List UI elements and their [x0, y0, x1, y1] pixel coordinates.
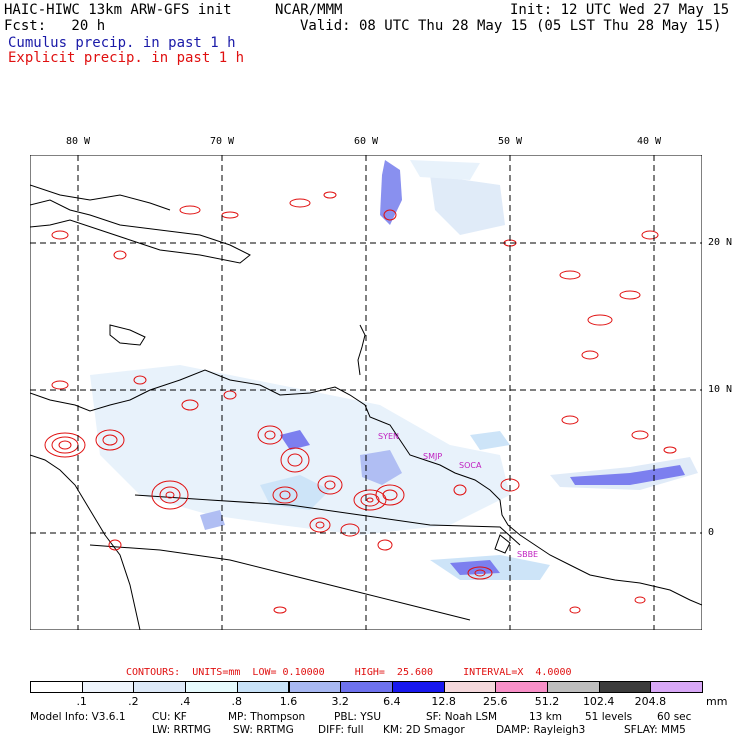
pacific-coast [30, 454, 141, 630]
colorbar-swatch [650, 681, 704, 693]
footer-km: KM: 2D Smagor [383, 724, 465, 736]
colorbar-swatch [340, 681, 393, 693]
colorbar-label: 51.2 [534, 695, 560, 708]
footer-resolution: 13 km [529, 711, 563, 723]
lat-lon-grid [30, 155, 702, 630]
coastlines [30, 184, 702, 630]
model-title: HAIC-HIWC 13km ARW-GFS init [4, 2, 232, 18]
footer-pbl: PBL: YSU [334, 711, 382, 723]
country-borders-2 [89, 544, 471, 621]
valid-time: Valid: 08 UTC Thu 28 May 15 (05 LST Thu … [300, 18, 722, 34]
footer-cu: CU: KF [152, 711, 187, 723]
colorbar-swatch [391, 681, 445, 693]
colorbar-label: 25.6 [483, 695, 508, 708]
colorbar-label: .2 [128, 695, 139, 708]
colorbar-swatch [133, 681, 187, 693]
station-soca: SOCA [459, 461, 482, 470]
footer-diff: DIFF: full [318, 724, 364, 736]
footer-sf: SF: Noah LSM [426, 711, 498, 723]
colorbar-swatch [185, 681, 238, 693]
colorbar-label: 12.8 [431, 695, 456, 708]
forecast-map [30, 155, 702, 630]
footer-model-info: Model Info: V3.6.1 [30, 711, 126, 723]
station-syen: SYEN [378, 432, 400, 441]
colorbar-swatch [288, 681, 342, 693]
colorbar-label: 102.4 [582, 695, 615, 708]
colorbar-swatch [547, 681, 600, 693]
colorbar-swatch [81, 681, 135, 693]
colorbar-label: 3.2 [331, 695, 349, 708]
colorbar-swatch [443, 681, 497, 693]
lat-label-eq: 0 [708, 527, 715, 538]
footer-levels: 51 levels [585, 711, 633, 723]
contours-info: CONTOURS: UNITS=mm LOW= 0.10000 HIGH= 25… [126, 667, 572, 678]
lon-label-80w: 80 W [66, 136, 91, 147]
colorbar-swatch [30, 681, 83, 693]
footer-timestep: 60 sec [657, 711, 692, 723]
cumulus-precip-areas [90, 160, 698, 580]
colorbar-label: .1 [76, 695, 87, 708]
station-smjp: SMJP [423, 452, 443, 461]
lon-label-40w: 40 W [637, 136, 662, 147]
cuba-hispaniola-coast [30, 199, 251, 264]
footer-sw: SW: RRTMG [233, 724, 294, 736]
cumulus-legend: Cumulus precip. in past 1 h [8, 35, 236, 51]
colorbar-label: .8 [231, 695, 243, 708]
colorbar-label: 1.6 [279, 695, 298, 708]
colorbar-swatch [495, 681, 548, 693]
lon-label-70w: 70 W [210, 136, 235, 147]
south-america-north-coast [30, 369, 702, 606]
explicit-legend: Explicit precip. in past 1 h [8, 50, 245, 66]
lat-label-10n: 10 N [708, 384, 733, 395]
footer-mp: MP: Thompson [228, 711, 306, 723]
marajo-island [494, 534, 511, 554]
org-label: NCAR/MMM [275, 2, 343, 18]
station-sbbe: SBBE [517, 550, 539, 559]
lesser-antilles [357, 324, 366, 376]
colorbar-label: 6.4 [383, 695, 401, 708]
forecast-hour: Fcst: 20 h [4, 18, 106, 34]
lon-label-60w: 60 W [354, 136, 379, 147]
colorbar-label: .4 [179, 695, 191, 708]
explicit-precip-contours [44, 191, 677, 614]
caribbean-island [109, 324, 146, 346]
footer-lw: LW: RRTMG [152, 724, 211, 736]
colorbar-unit: mm [706, 695, 728, 708]
footer-sflay: SFLAY: MM5 [624, 724, 686, 736]
lon-label-50w: 50 W [498, 136, 523, 147]
colorbar-swatch [236, 681, 290, 693]
colorbar-swatch [598, 681, 652, 693]
footer-damp: DAMP: Rayleigh3 [496, 724, 586, 736]
init-time: Init: 12 UTC Wed 27 May 15 [510, 2, 730, 18]
country-borders-1 [134, 494, 521, 546]
lat-label-20n: 20 N [708, 237, 733, 248]
north-coast [30, 184, 171, 211]
colorbar-label: 204.8 [634, 695, 667, 708]
